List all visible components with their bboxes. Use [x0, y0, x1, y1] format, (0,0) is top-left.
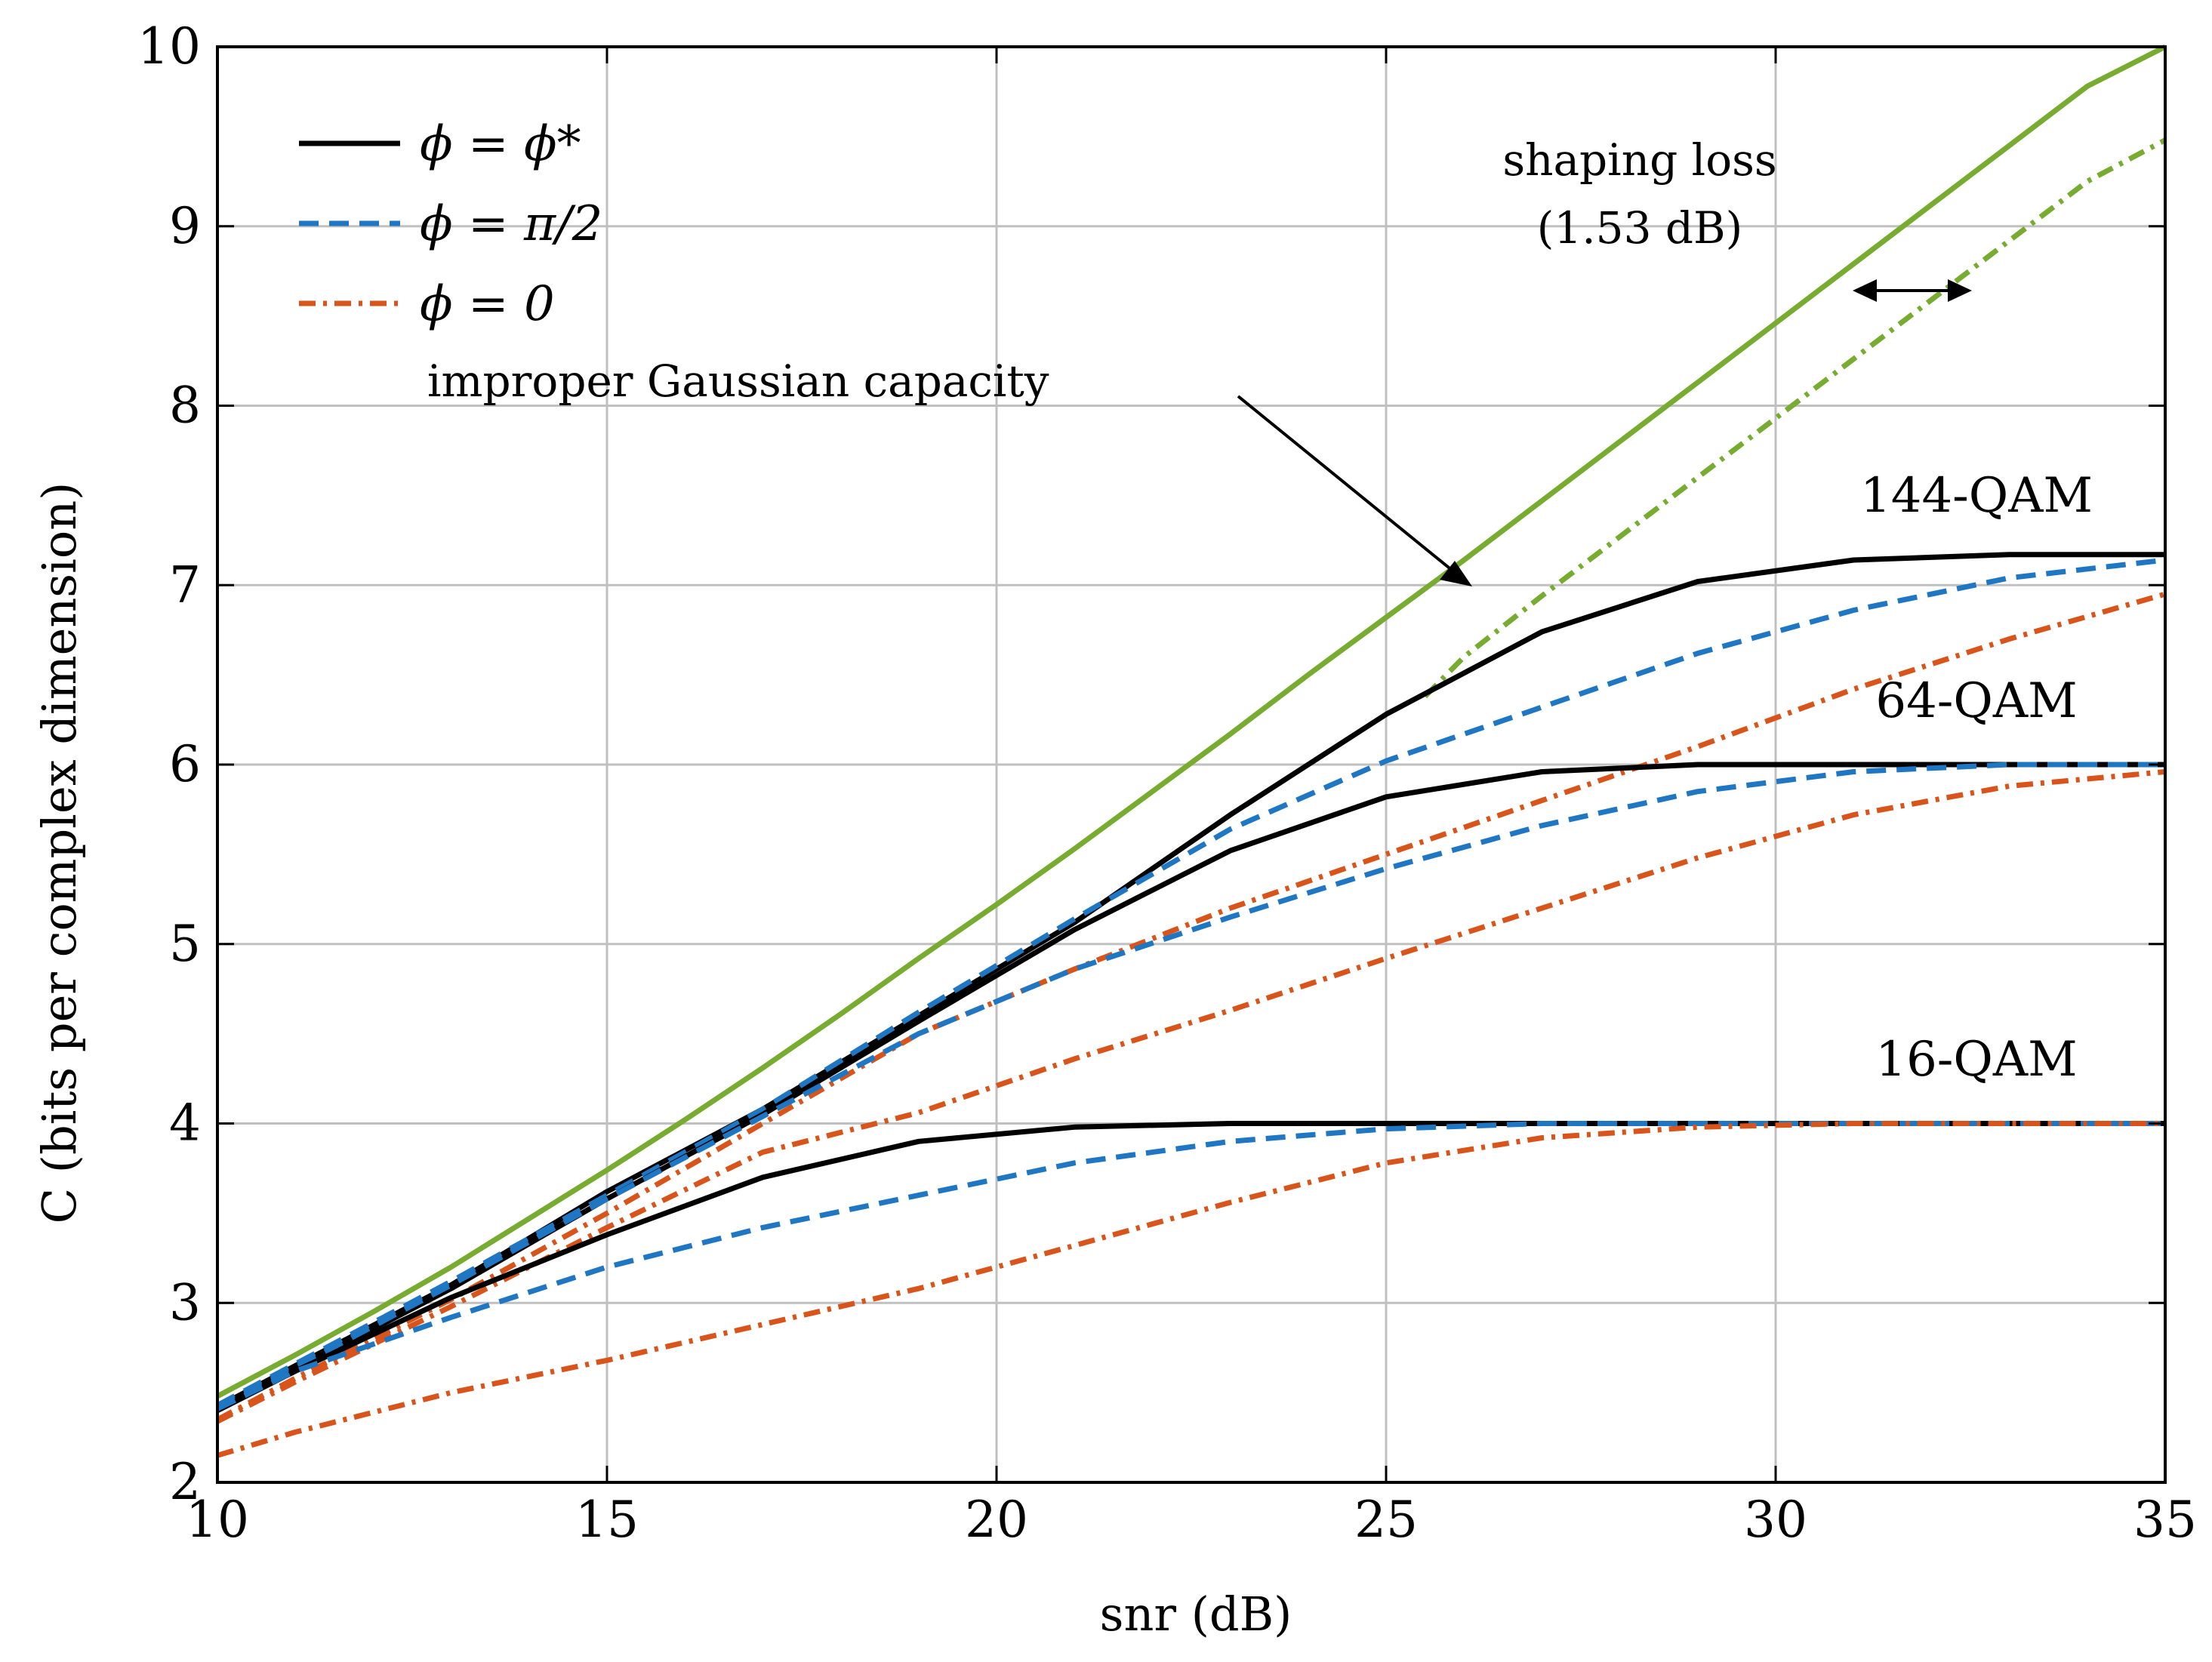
legend: ϕ = ϕ* ϕ = π/2 ϕ = 0: [299, 116, 602, 332]
y-tick-label: 2: [169, 1453, 201, 1511]
series-line-7: [216, 769, 2166, 1424]
series-line-2: [216, 552, 2165, 1410]
y-tick-label: 5: [169, 915, 201, 973]
x-tick-label: 10: [186, 1491, 249, 1549]
x-tick-label: 25: [1354, 1491, 1418, 1549]
series-line-10: [216, 1121, 2165, 1458]
series-line-1: [1423, 137, 2167, 699]
y-tick-label: 4: [169, 1094, 201, 1153]
qam64-label: 64-QAM: [1875, 673, 2077, 729]
series-line-3: [216, 557, 2166, 1408]
y-tick-label: 7: [169, 556, 201, 614]
series-line-5: [216, 762, 2165, 1411]
x-tick-label: 15: [575, 1491, 639, 1549]
y-axis-title: C (bits per complex dimension): [32, 482, 87, 1224]
series-line-0: [216, 44, 2167, 1399]
gaussian-arrow-shaft: [1237, 395, 1462, 579]
qam16-label: 16-QAM: [1875, 1032, 2077, 1088]
y-tick-label: 3: [169, 1273, 201, 1331]
legend-label-phi-pi2: ϕ = π/2: [420, 196, 602, 252]
shaping-loss-value: (1.53 dB): [1537, 202, 1743, 254]
y-tick-label: 6: [169, 735, 201, 793]
gaussian-capacity-label: improper Gaussian capacity: [427, 355, 1049, 407]
series-line-6: [216, 762, 2165, 1410]
qam144-label: 144-QAM: [1860, 468, 2093, 524]
y-tick-label: 10: [137, 17, 201, 75]
x-tick-label: 30: [1744, 1491, 1807, 1549]
ticks: 10 15 20 25 30 35 2 3 4 5 6 7 8 9 10: [137, 17, 2197, 1549]
gaussian-arrow-head: [1440, 561, 1472, 586]
x-tick-label: 20: [965, 1491, 1028, 1549]
shaping-loss-label: shaping loss: [1502, 134, 1776, 186]
shaping-loss-arrow-right-head: [1948, 279, 1972, 302]
series-group: [216, 44, 2167, 1458]
y-tick-label: 9: [169, 197, 201, 255]
series-line-9: [216, 1121, 2165, 1411]
y-tick-label: 8: [169, 377, 201, 435]
x-axis-title: snr (dB): [1100, 1587, 1292, 1642]
legend-label-phi-zero: ϕ = 0: [420, 276, 555, 332]
x-tick-label: 35: [2133, 1491, 2197, 1549]
shaping-loss-arrow-left-head: [1853, 279, 1877, 302]
legend-label-phi-star: ϕ = ϕ*: [420, 116, 581, 172]
